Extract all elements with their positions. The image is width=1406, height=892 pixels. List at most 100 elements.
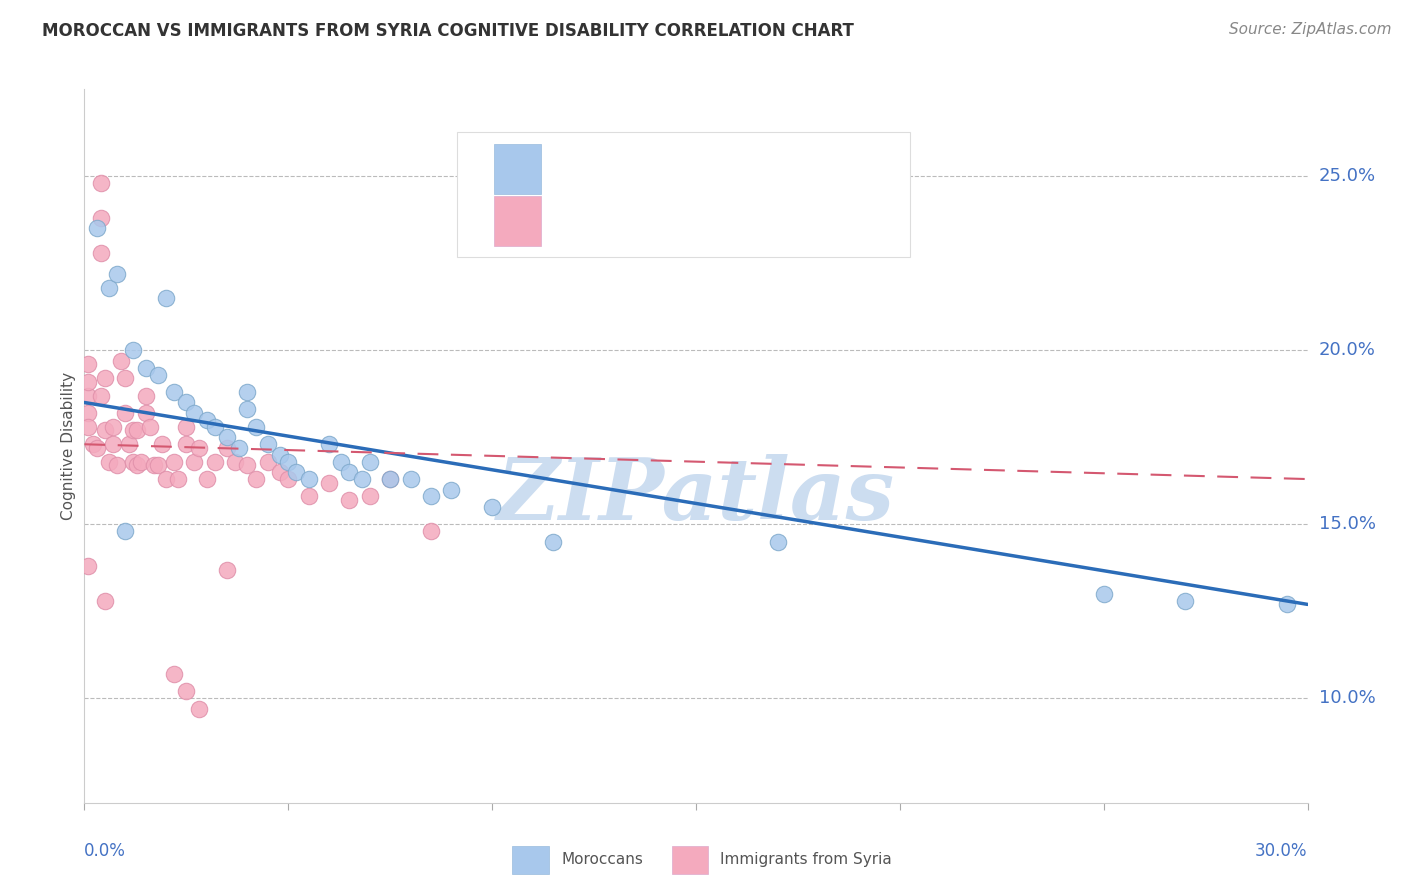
Point (142, 458, 165, 472)
Point (204, 420, 226, 434)
Point (174, 420, 197, 434)
Point (146, 368, 169, 382)
Point (269, 448, 291, 462)
Point (378, 472, 402, 486)
Point (204, 455, 226, 469)
Text: N = 38: N = 38 (693, 161, 756, 178)
Point (245, 420, 267, 434)
Point (236, 458, 259, 472)
Point (163, 455, 186, 469)
Point (135, 406, 156, 420)
Point (77, 357, 100, 371)
Point (150, 437, 173, 451)
Point (122, 455, 145, 469)
Point (440, 483, 463, 497)
Point (82, 437, 104, 451)
Point (77, 388, 100, 402)
Text: ZIPatlas: ZIPatlas (496, 454, 896, 538)
Point (127, 423, 149, 437)
FancyBboxPatch shape (672, 846, 709, 874)
FancyBboxPatch shape (512, 846, 550, 874)
Point (101, 420, 124, 434)
Point (146, 458, 169, 472)
Point (97, 280, 120, 294)
FancyBboxPatch shape (457, 132, 910, 257)
Point (339, 465, 360, 479)
Point (183, 455, 205, 469)
Point (77, 420, 100, 434)
Point (277, 455, 299, 469)
Text: Moroccans: Moroccans (561, 853, 644, 867)
Point (122, 343, 145, 358)
Point (297, 490, 319, 504)
Point (236, 402, 259, 417)
Point (135, 360, 156, 375)
Point (236, 385, 259, 400)
Point (359, 455, 381, 469)
Point (167, 472, 190, 486)
Point (269, 465, 291, 479)
Text: 30.0%: 30.0% (1256, 842, 1308, 860)
Point (122, 423, 145, 437)
Point (90, 211, 112, 225)
Text: R = -0.284: R = -0.284 (547, 161, 644, 178)
Point (105, 458, 128, 472)
Point (228, 441, 250, 455)
Point (481, 500, 503, 514)
Point (90, 245, 112, 260)
Point (297, 472, 319, 486)
Point (93, 594, 115, 608)
Point (420, 524, 443, 539)
Point (97, 455, 120, 469)
Point (330, 455, 353, 469)
Text: Source: ZipAtlas.com: Source: ZipAtlas.com (1229, 22, 1392, 37)
Point (114, 406, 136, 420)
Point (127, 458, 149, 472)
Point (245, 472, 267, 486)
Point (90, 176, 112, 190)
FancyBboxPatch shape (494, 196, 541, 246)
Text: 10.0%: 10.0% (1319, 690, 1375, 707)
Point (101, 437, 124, 451)
Point (183, 406, 205, 420)
Point (256, 455, 278, 469)
Point (187, 441, 209, 455)
Text: Immigrants from Syria: Immigrants from Syria (720, 853, 893, 867)
Point (114, 524, 136, 539)
Point (77, 406, 100, 420)
Point (1092, 587, 1115, 601)
Point (135, 388, 156, 402)
Point (77, 375, 100, 389)
Point (86, 221, 108, 235)
Point (543, 534, 565, 549)
Y-axis label: Cognitive Disability: Cognitive Disability (60, 372, 76, 520)
Text: 20.0%: 20.0% (1319, 342, 1375, 359)
Point (378, 472, 402, 486)
Text: MOROCCAN VS IMMIGRANTS FROM SYRIA COGNITIVE DISABILITY CORRELATION CHART: MOROCCAN VS IMMIGRANTS FROM SYRIA COGNIT… (42, 22, 853, 40)
Point (217, 441, 239, 455)
Point (118, 437, 141, 451)
Point (155, 472, 177, 486)
Point (350, 472, 373, 486)
Point (217, 430, 239, 444)
Point (174, 395, 197, 409)
Point (163, 385, 186, 400)
Text: N = 60: N = 60 (693, 212, 756, 230)
Point (90, 388, 112, 402)
FancyBboxPatch shape (494, 145, 541, 194)
Point (277, 472, 299, 486)
Point (318, 437, 340, 451)
Point (174, 437, 197, 451)
Point (174, 684, 197, 698)
Point (114, 371, 136, 385)
Point (77, 559, 100, 574)
Point (155, 291, 177, 305)
Point (86, 441, 108, 455)
Point (187, 702, 209, 716)
Point (420, 490, 443, 504)
Point (766, 534, 789, 549)
Point (110, 353, 132, 368)
Point (138, 420, 160, 434)
Point (399, 472, 422, 486)
Point (195, 472, 218, 486)
